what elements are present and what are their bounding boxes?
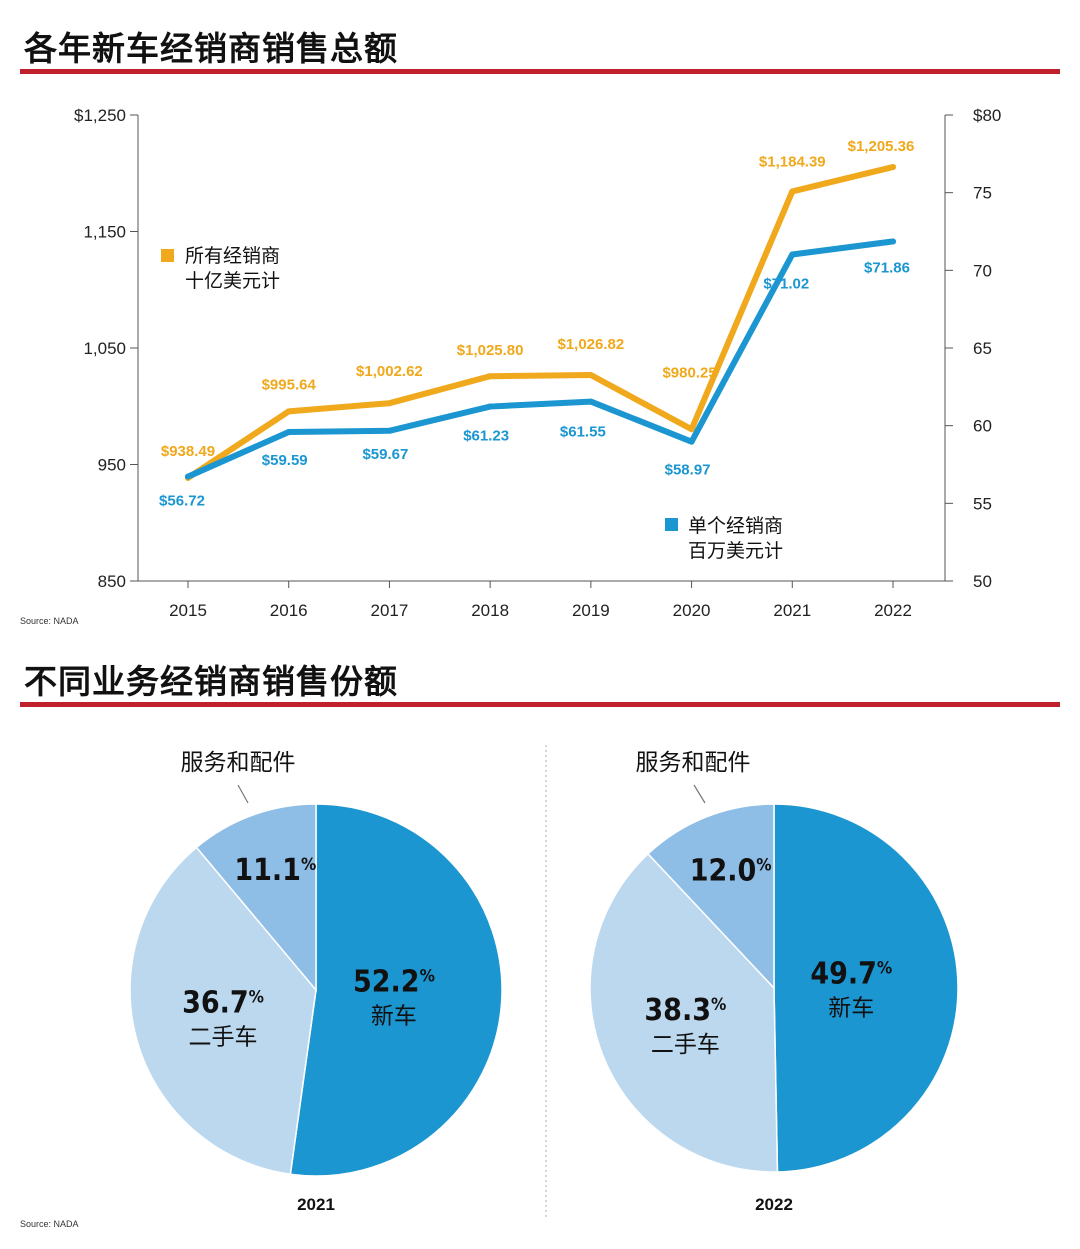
left-tick-label: 1,150 xyxy=(83,223,126,242)
pie-callout-label: 服务和配件 xyxy=(181,749,296,775)
left-tick-label: 850 xyxy=(98,572,126,591)
legend-swatch-single-dealer xyxy=(665,518,678,531)
data-label-single-dealer: $58.97 xyxy=(665,462,711,479)
source-note-1: Source: NADA xyxy=(20,616,79,626)
point-single-dealer xyxy=(688,438,695,445)
pie-chart-title: 不同业务经销商销售份额 xyxy=(24,662,398,701)
point-single-dealer xyxy=(587,398,594,405)
data-label-all-dealers: $1,184.39 xyxy=(759,153,826,170)
pie-slice xyxy=(646,803,775,990)
point-single-dealer xyxy=(185,473,191,480)
pie-slice-label: 新车 xyxy=(828,994,874,1020)
legend-swatch-all-dealers xyxy=(161,249,174,262)
legend-label-all-dealers-2: 十亿美元计 xyxy=(185,270,280,292)
line-chart: $1,250 1,150 1,050 950 850 $80 75 70 65 60 55 50 201… xyxy=(74,106,1001,620)
data-label-all-dealers: $1,002.62 xyxy=(356,363,423,380)
data-label-single-dealer: $71.02 xyxy=(763,275,809,292)
data-label-all-dealers: $1,205.36 xyxy=(848,138,915,155)
line-chart-title: 各年新车经销商销售总额 xyxy=(24,29,398,68)
data-label-all-dealers: $1,025.80 xyxy=(457,342,524,359)
pie-slice xyxy=(289,803,503,1177)
x-tick-label: 2021 xyxy=(773,601,811,620)
data-label-all-dealers: $980.25 xyxy=(662,364,716,381)
data-label-single-dealer: $61.55 xyxy=(560,424,606,441)
point-all-dealers xyxy=(789,188,796,195)
point-all-dealers xyxy=(587,372,594,379)
right-tick-label: 60 xyxy=(973,417,992,436)
legend-label-all-dealers-1: 所有经销商 xyxy=(185,245,280,267)
series-line-all-dealers xyxy=(185,164,896,481)
point-all-dealers xyxy=(688,426,695,433)
point-single-dealer xyxy=(487,403,494,410)
x-tick-label: 2018 xyxy=(471,601,509,620)
x-tick-label: 2022 xyxy=(874,601,912,620)
data-label-all-dealers: $938.49 xyxy=(161,443,215,460)
title-rule-1 xyxy=(20,69,1060,74)
legend-label-single-dealer-2: 百万美元计 xyxy=(688,540,783,562)
right-tick-label: 65 xyxy=(973,339,992,358)
right-tick-label: 50 xyxy=(973,572,992,591)
data-label-single-dealer: $59.59 xyxy=(262,452,308,469)
data-label-single-dealer: $61.23 xyxy=(463,428,509,445)
data-label-all-dealers: $1,026.82 xyxy=(557,336,624,353)
pie-charts: 52.2%新车36.7%二手车11.1%服务和配件202149.7%新车38.3… xyxy=(129,745,959,1220)
pie-slice xyxy=(773,803,959,1173)
x-tick-label: 2019 xyxy=(572,601,610,620)
right-tick-label: 70 xyxy=(973,261,992,280)
point-all-dealers xyxy=(487,373,494,380)
pie-slice-label: 二手车 xyxy=(189,1024,258,1050)
data-label-all-dealers: $995.64 xyxy=(262,376,317,393)
right-tick-label: 55 xyxy=(973,494,992,513)
pie-callout-leader xyxy=(237,784,249,804)
pie-year-label: 2021 xyxy=(297,1195,335,1214)
pie-slice xyxy=(195,803,317,993)
pie-slice-label: 二手车 xyxy=(651,1031,720,1057)
point-single-dealer xyxy=(789,251,796,258)
pie-slice xyxy=(589,852,779,1173)
x-tick-label: 2020 xyxy=(673,601,711,620)
pie-callout-label: 服务和配件 xyxy=(636,749,751,775)
legend-label-single-dealer-1: 单个经销商 xyxy=(688,515,783,537)
right-tick-label: $80 xyxy=(973,106,1001,125)
x-tick-label: 2016 xyxy=(270,601,308,620)
right-tick-label: 75 xyxy=(973,184,992,203)
x-tick-label: 2017 xyxy=(371,601,409,620)
left-tick-label: $1,250 xyxy=(74,106,126,125)
source-note-2: Source: NADA xyxy=(20,1219,79,1229)
data-label-single-dealer: $56.72 xyxy=(159,493,205,510)
left-tick-label: 1,050 xyxy=(83,339,126,358)
point-single-dealer xyxy=(285,429,292,436)
pie-slice-label: 新车 xyxy=(371,1002,417,1028)
point-all-dealers xyxy=(890,164,896,171)
left-tick-label: 950 xyxy=(98,456,126,475)
pie-slice xyxy=(129,846,317,1176)
series-line-single-dealer xyxy=(185,238,896,480)
x-tick-label: 2015 xyxy=(169,601,207,620)
data-label-single-dealer: $59.67 xyxy=(362,446,408,463)
point-all-dealers xyxy=(386,400,393,407)
point-single-dealer xyxy=(890,238,896,245)
point-single-dealer xyxy=(386,427,393,434)
title-rule-2 xyxy=(20,702,1060,707)
data-label-single-dealer: $71.86 xyxy=(864,259,910,276)
point-all-dealers xyxy=(285,408,292,415)
pie-year-label: 2022 xyxy=(755,1195,793,1214)
pie-callout-leader xyxy=(693,784,706,804)
